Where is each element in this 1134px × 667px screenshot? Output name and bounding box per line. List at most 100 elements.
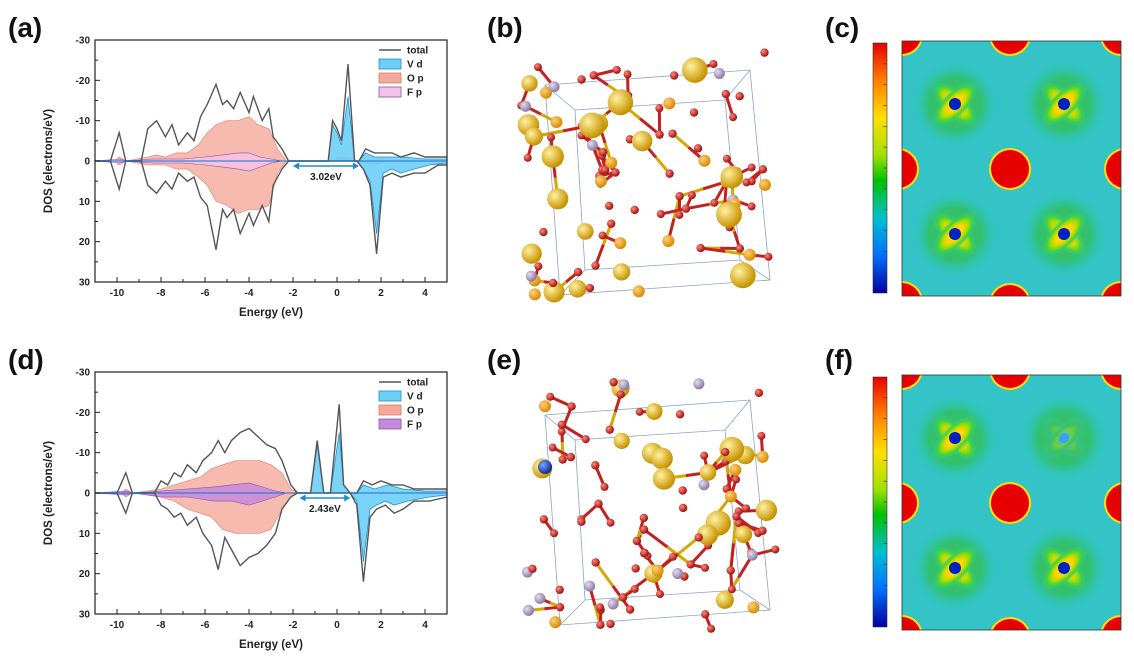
oxygen-atom (640, 525, 648, 533)
oxygen-atom (528, 565, 536, 573)
fluorine-atom (747, 550, 758, 561)
oxygen-atom (729, 113, 737, 121)
legend-swatch (379, 405, 401, 415)
legend-label: total (407, 378, 428, 389)
vanadium-atom (541, 145, 563, 167)
fluorine-atom (618, 379, 629, 390)
oxygen-atom (676, 410, 684, 418)
oxygen-atom (665, 169, 673, 177)
vanadium-atom (608, 90, 633, 115)
vanadium-atom (646, 403, 663, 420)
oxygen-atom (626, 605, 634, 613)
vanadium-atom (652, 565, 664, 577)
vanadium-atom (605, 157, 617, 169)
oxygen-atom (655, 104, 663, 112)
oxygen-atom (586, 284, 594, 292)
y-tick-label: 30 (79, 610, 91, 621)
oxygen-atom (742, 504, 750, 512)
fluorine-atom (587, 140, 598, 151)
oxygen-atom (605, 202, 613, 210)
vanadium-atom (759, 179, 771, 191)
y-tick-label: 20 (79, 237, 91, 248)
x-tick-label: 4 (422, 620, 428, 631)
oxygen-atom (539, 228, 547, 236)
oxygen-atom (668, 129, 676, 137)
oxygen-atom (732, 475, 740, 483)
oxygen-atom (675, 192, 683, 200)
oxygen-atom (742, 178, 750, 186)
fluorine-atom (714, 68, 725, 79)
fluorine-atom (693, 378, 704, 389)
fluorine-atom (520, 101, 531, 112)
oxygen-atom (721, 448, 729, 456)
oxygen-atom (594, 499, 602, 507)
vanadium-atom (662, 235, 674, 247)
oxygen-atom (599, 231, 607, 239)
oxygen-atom (631, 585, 639, 593)
vanadium-atom (569, 280, 587, 298)
dopant-atom (538, 460, 552, 474)
charge-density-map-c (868, 38, 1128, 300)
oxygen-atom (690, 108, 698, 116)
oxygen-atom (540, 515, 548, 523)
x-tick-label: -2 (289, 620, 298, 631)
y-tick-label: -10 (76, 448, 91, 459)
density-map (877, 372, 1128, 634)
fluorine-atom (608, 599, 619, 610)
vanadium-atom (549, 616, 561, 628)
oxygen-atom (735, 92, 743, 100)
oxygen-atom (577, 75, 585, 83)
red-disk (991, 484, 1029, 522)
vanadium-atom (614, 237, 626, 249)
charge-density-map-f (868, 372, 1128, 634)
vanadium-atom (550, 116, 562, 128)
oxygen-atom (670, 71, 678, 79)
x-tick-label: -4 (245, 620, 254, 631)
fluorine-atom (534, 593, 545, 604)
vanadium-atom (579, 112, 605, 138)
oxygen-atom (701, 610, 709, 618)
oxygen-atom (609, 378, 617, 386)
oxygen-atom (686, 560, 694, 568)
vanadium-atom (721, 166, 744, 189)
oxygen-atom (596, 603, 604, 611)
x-tick-label: 0 (334, 620, 340, 631)
oxygen-atom (640, 514, 648, 522)
vanadium-atom (547, 188, 568, 209)
vanadium-atom (729, 464, 741, 476)
legend-swatch (379, 87, 401, 97)
y-tick-label: 10 (79, 197, 91, 208)
density-map (877, 38, 1128, 300)
oxygen-atom (633, 537, 641, 545)
oxygen-atom (757, 432, 765, 440)
oxygen-atom (550, 529, 558, 537)
oxygen-atom (524, 154, 532, 162)
fluorine-atom (549, 81, 560, 92)
y-tick-label: 30 (79, 278, 91, 289)
x-tick-label: -4 (245, 288, 254, 299)
gap-arrow-left-head (300, 495, 306, 502)
x-tick-label: -10 (110, 620, 125, 631)
oxygen-atom (707, 625, 715, 633)
x-tick-label: -8 (157, 620, 166, 631)
oxygen-atom (726, 566, 734, 574)
oxygen-atom (567, 453, 575, 461)
fluorine-atom (526, 271, 537, 282)
oxygen-atom (546, 393, 554, 401)
oxygen-atom (555, 586, 563, 594)
legend-label: total (407, 46, 428, 57)
x-tick-label: 2 (378, 620, 384, 631)
gap-arrow-left-head (293, 163, 299, 170)
oxygen-atom (696, 244, 704, 252)
oxygen-atom (657, 210, 665, 218)
vanadium-atom (577, 223, 594, 240)
y-axis-label: DOS (electrons/eV) (43, 109, 55, 213)
oxygen-atom (596, 621, 604, 629)
legend-label: O p (407, 406, 424, 417)
x-axis-label: Energy (eV) (239, 307, 303, 319)
vanadium-atom (757, 451, 769, 463)
vanadium-atom (633, 285, 645, 297)
oxygen-atom (700, 452, 708, 460)
x-tick-label: -6 (201, 620, 210, 631)
vanadium-atom (698, 155, 710, 167)
